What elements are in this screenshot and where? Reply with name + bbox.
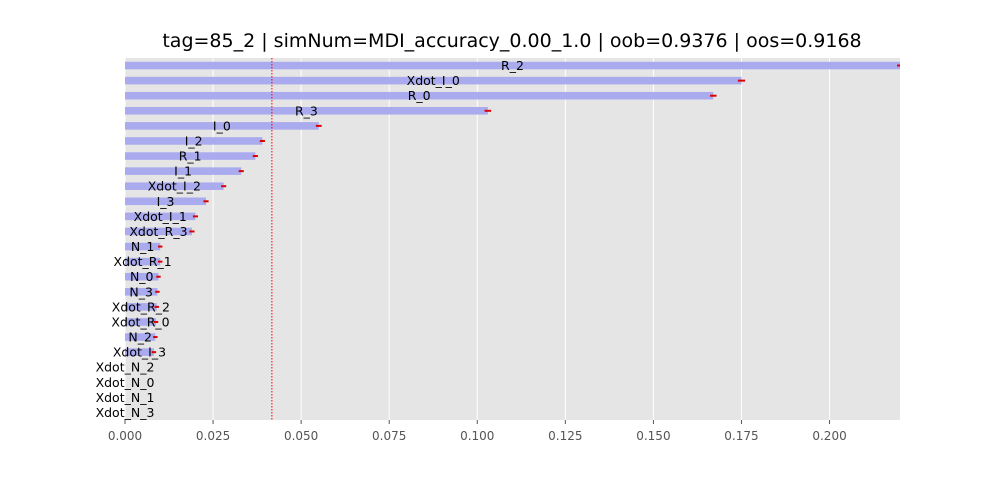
- chart-title: tag=85_2 | simNum=MDI_accuracy_0.00_1.0 …: [162, 30, 862, 52]
- bar-Xdot_R_1: [125, 257, 161, 266]
- bar-label-Xdot_I_2: Xdot_I_2: [148, 179, 201, 194]
- bar-label-Xdot_R_1: Xdot_R_1: [114, 254, 172, 269]
- bar-label-N_2: N_2: [128, 330, 152, 345]
- bar-label-Xdot_N_2: Xdot_N_2: [96, 360, 155, 375]
- bar-Xdot_I_2: [125, 182, 224, 190]
- bar-Xdot_R_3: [125, 227, 192, 236]
- bar-R_1: [125, 152, 256, 160]
- bar-R_2: [125, 61, 900, 70]
- bar-N_3: [125, 288, 158, 296]
- bar-Xdot_I_1: [125, 212, 196, 221]
- bar-N_2: [125, 333, 156, 341]
- x-tick-label: 0.000: [108, 429, 142, 443]
- bar-I_3: [125, 197, 207, 206]
- x-tick-label: 0.075: [372, 429, 406, 443]
- bar-label-I_2: I_2: [185, 133, 203, 148]
- bar-I_1: [125, 167, 242, 175]
- bar-label-N_0: N_0: [130, 269, 154, 284]
- bar-layer: [125, 61, 900, 356]
- bar-label-R_3: R_3: [295, 103, 318, 118]
- bar-label-N_1: N_1: [131, 239, 155, 254]
- bar-label-R_0: R_0: [408, 88, 431, 103]
- x-tick-label: 0.125: [548, 429, 582, 443]
- bar-label-I_1: I_1: [174, 164, 192, 179]
- bar-I_0: [125, 122, 319, 130]
- bar-label-Xdot_R_2: Xdot_R_2: [112, 299, 170, 314]
- bar-label-R_1: R_1: [179, 149, 202, 164]
- grid-layer: [124, 58, 831, 420]
- bar-label-N_3: N_3: [129, 284, 153, 299]
- bar-N_1: [125, 242, 161, 251]
- bar-N_0: [125, 272, 159, 281]
- bar-R_3: [125, 107, 488, 115]
- bar-label-Xdot_R_0: Xdot_R_0: [111, 314, 169, 329]
- bar-Xdot_I_0: [125, 76, 742, 85]
- bar-I_2: [125, 137, 263, 145]
- bar-Xdot_R_0: [125, 318, 156, 326]
- bar-label-R_2: R_2: [501, 58, 524, 73]
- plot-background: [125, 58, 900, 420]
- bar-label-Xdot_I_0: Xdot_I_0: [407, 73, 460, 88]
- x-tick-label: 0.025: [196, 429, 230, 443]
- label-layer: R_2 Xdot_I_0R_0 R_3 I_0 I_2R_1I_1Xdot_I_2I_3…: [96, 58, 524, 420]
- bar-label-Xdot_I_1: Xdot_I_1: [134, 209, 187, 224]
- bar-label-Xdot_R_3: Xdot_R_3: [129, 224, 187, 239]
- x-tick-label: 0.150: [636, 429, 670, 443]
- bar-Xdot_I_3: [125, 348, 154, 356]
- bar-label-Xdot_N_1: Xdot_N_1: [96, 390, 155, 405]
- bar-Xdot_R_2: [125, 303, 157, 311]
- bar-label-Xdot_N_3: Xdot_N_3: [96, 405, 155, 420]
- bar-label-I_3: I_3: [157, 194, 175, 209]
- x-tick-label: 0.100: [460, 429, 494, 443]
- x-tick-layer: 0.000 0.025 0.050 0.075 0.100 0.125 0.150 0.175…: [108, 420, 847, 443]
- x-tick-label: 0.175: [724, 429, 758, 443]
- x-tick-label: 0.200: [812, 429, 846, 443]
- bar-label-Xdot_I_3: Xdot_I_3: [113, 345, 166, 360]
- bar-label-I_0: I_0: [213, 118, 231, 133]
- bar-R_0: [125, 91, 714, 100]
- x-tick-label: 0.050: [284, 429, 318, 443]
- bar-label-Xdot_N_0: Xdot_N_0: [96, 375, 155, 390]
